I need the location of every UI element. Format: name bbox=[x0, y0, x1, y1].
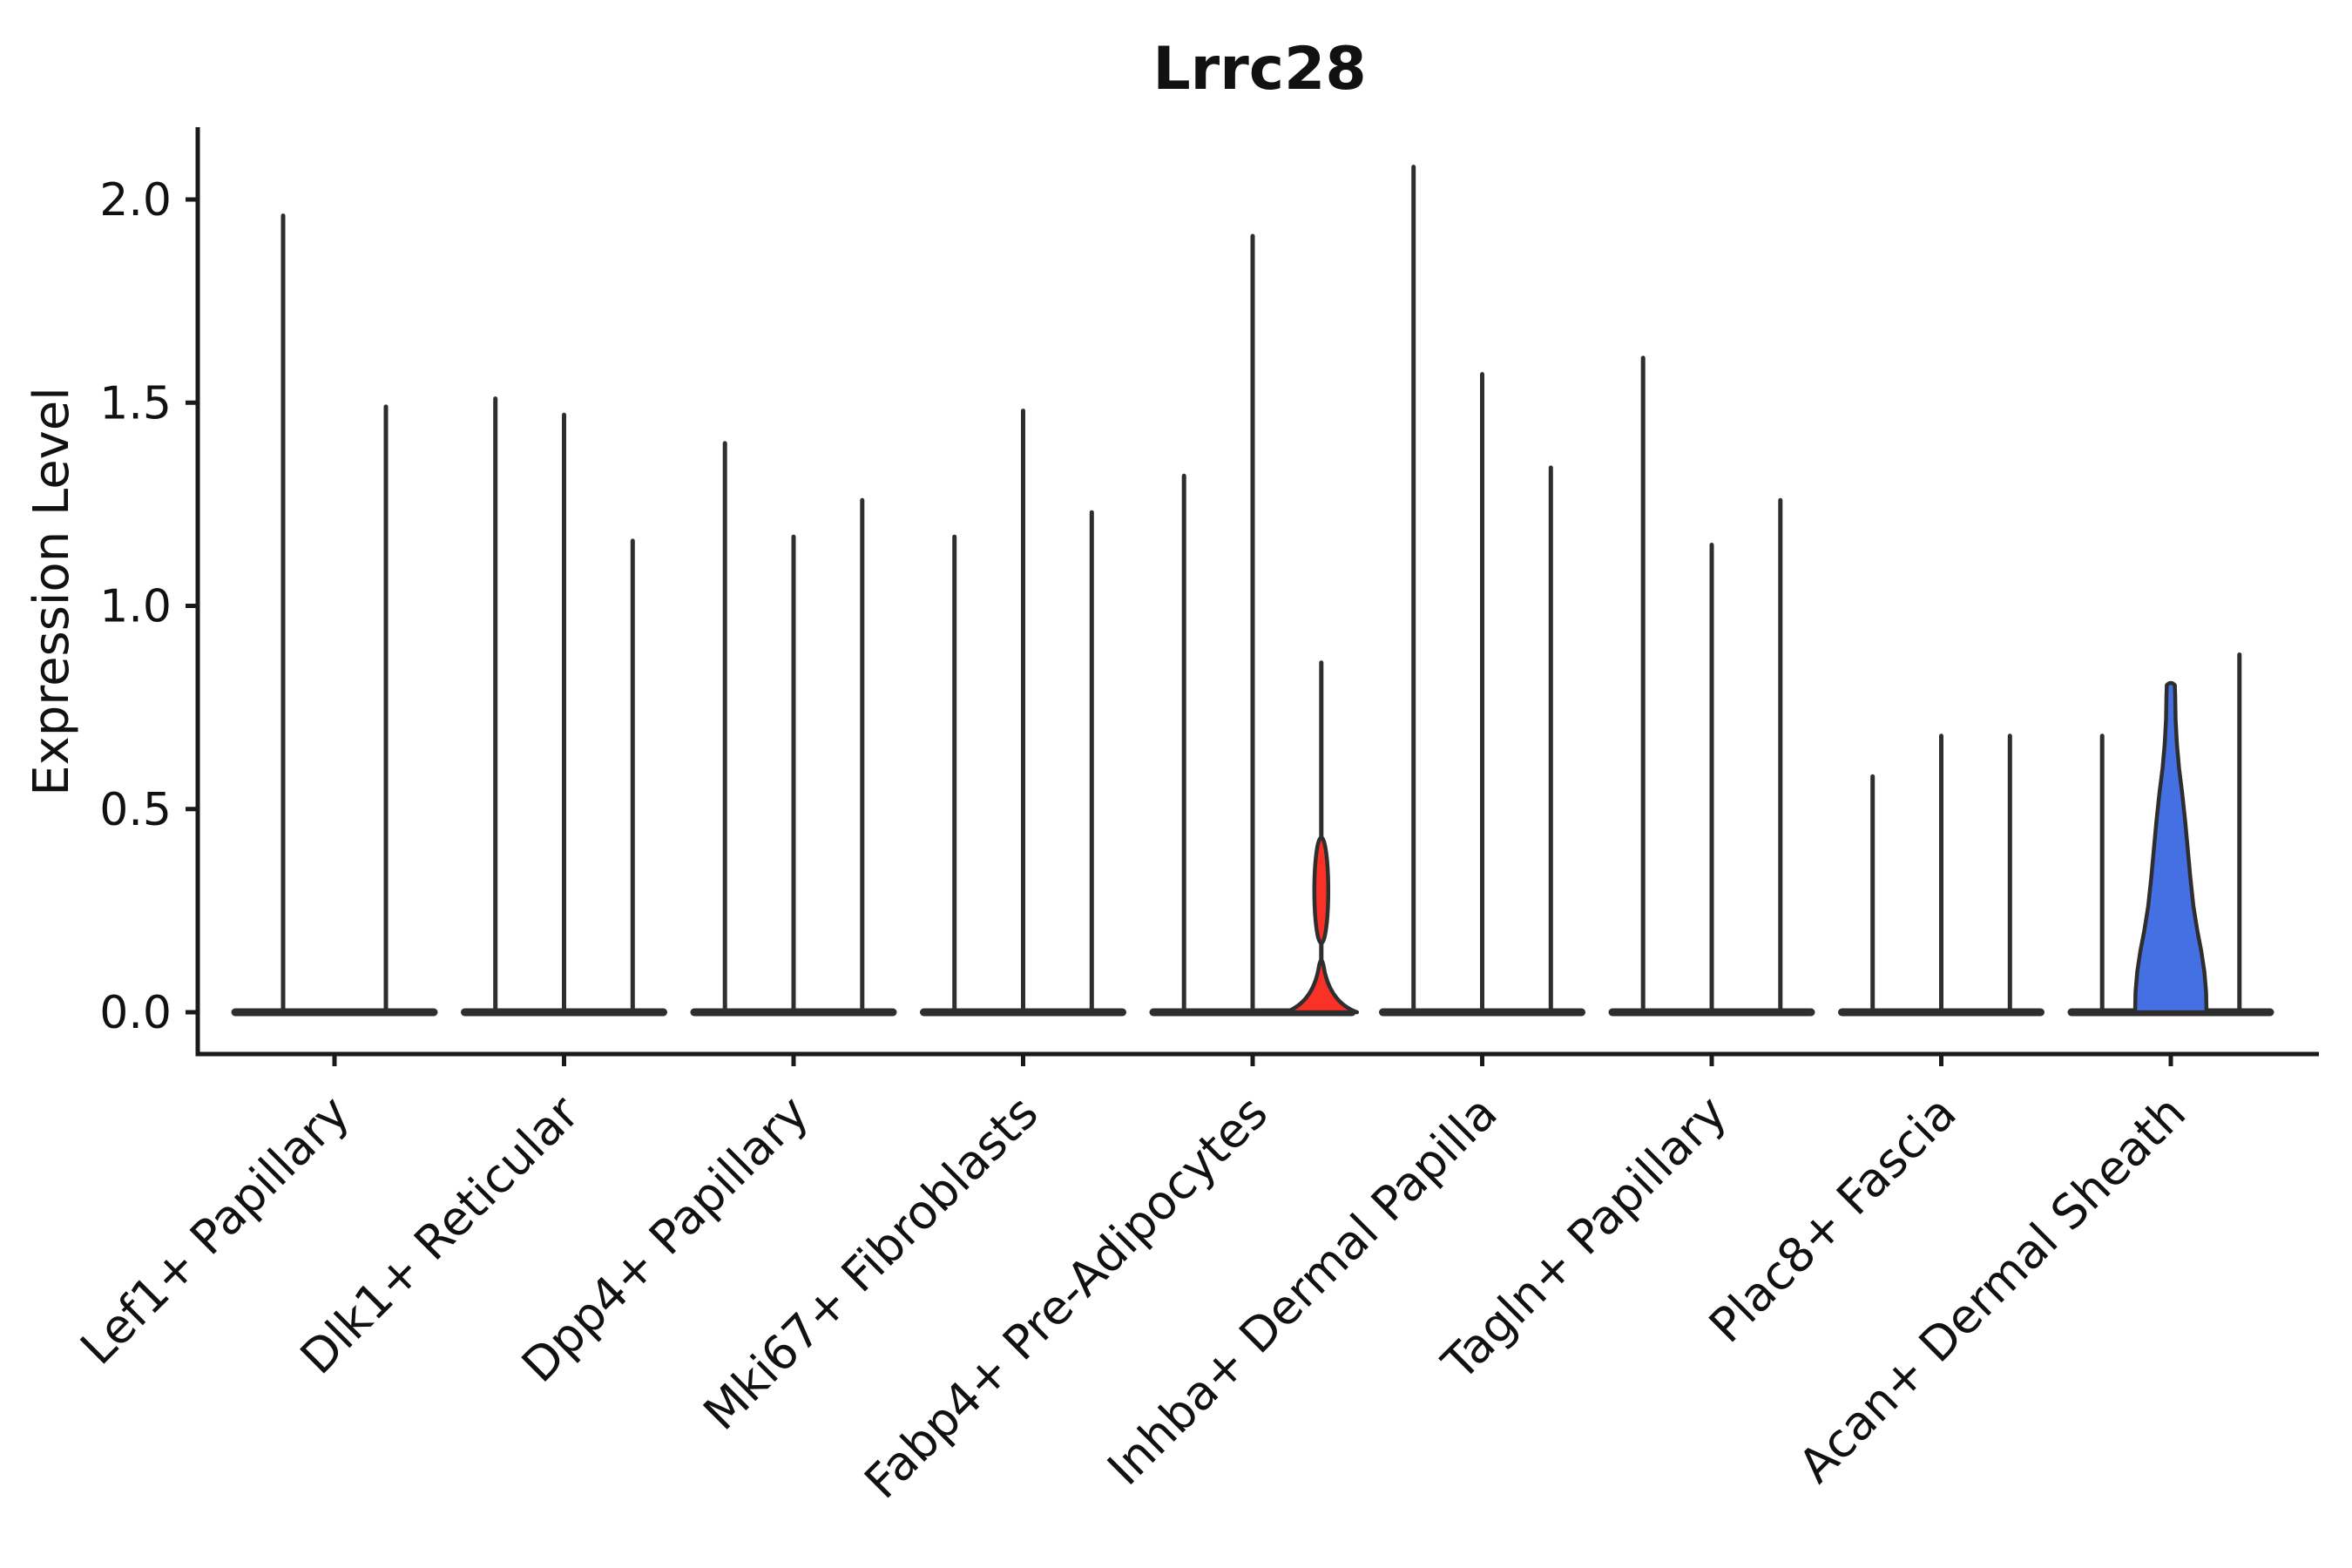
y-tick-label: 2.0 bbox=[99, 174, 172, 226]
x-tick-label: Plac8+ Fascia bbox=[1699, 1085, 1967, 1354]
y-tick-label: 1.0 bbox=[99, 581, 172, 633]
y-tick-label: 0.0 bbox=[99, 987, 172, 1039]
y-axis-label: Expression Level bbox=[24, 387, 80, 796]
x-tick-label: Acan+ Dermal Sheath bbox=[1788, 1085, 2196, 1493]
chart-title: Lrrc28 bbox=[1152, 35, 1366, 104]
violin-body-red bbox=[1283, 958, 1360, 1015]
y-tick-label: 1.5 bbox=[99, 377, 172, 429]
x-tick-label: Fabp4+ Pre-Adipocytes bbox=[854, 1085, 1278, 1510]
violin-bulge-red bbox=[1312, 835, 1331, 945]
x-tick-label: Inhba+ Dermal Papilla bbox=[1097, 1085, 1507, 1496]
violin-body-blue bbox=[2132, 680, 2209, 1015]
y-tick-label: 0.5 bbox=[99, 784, 172, 836]
